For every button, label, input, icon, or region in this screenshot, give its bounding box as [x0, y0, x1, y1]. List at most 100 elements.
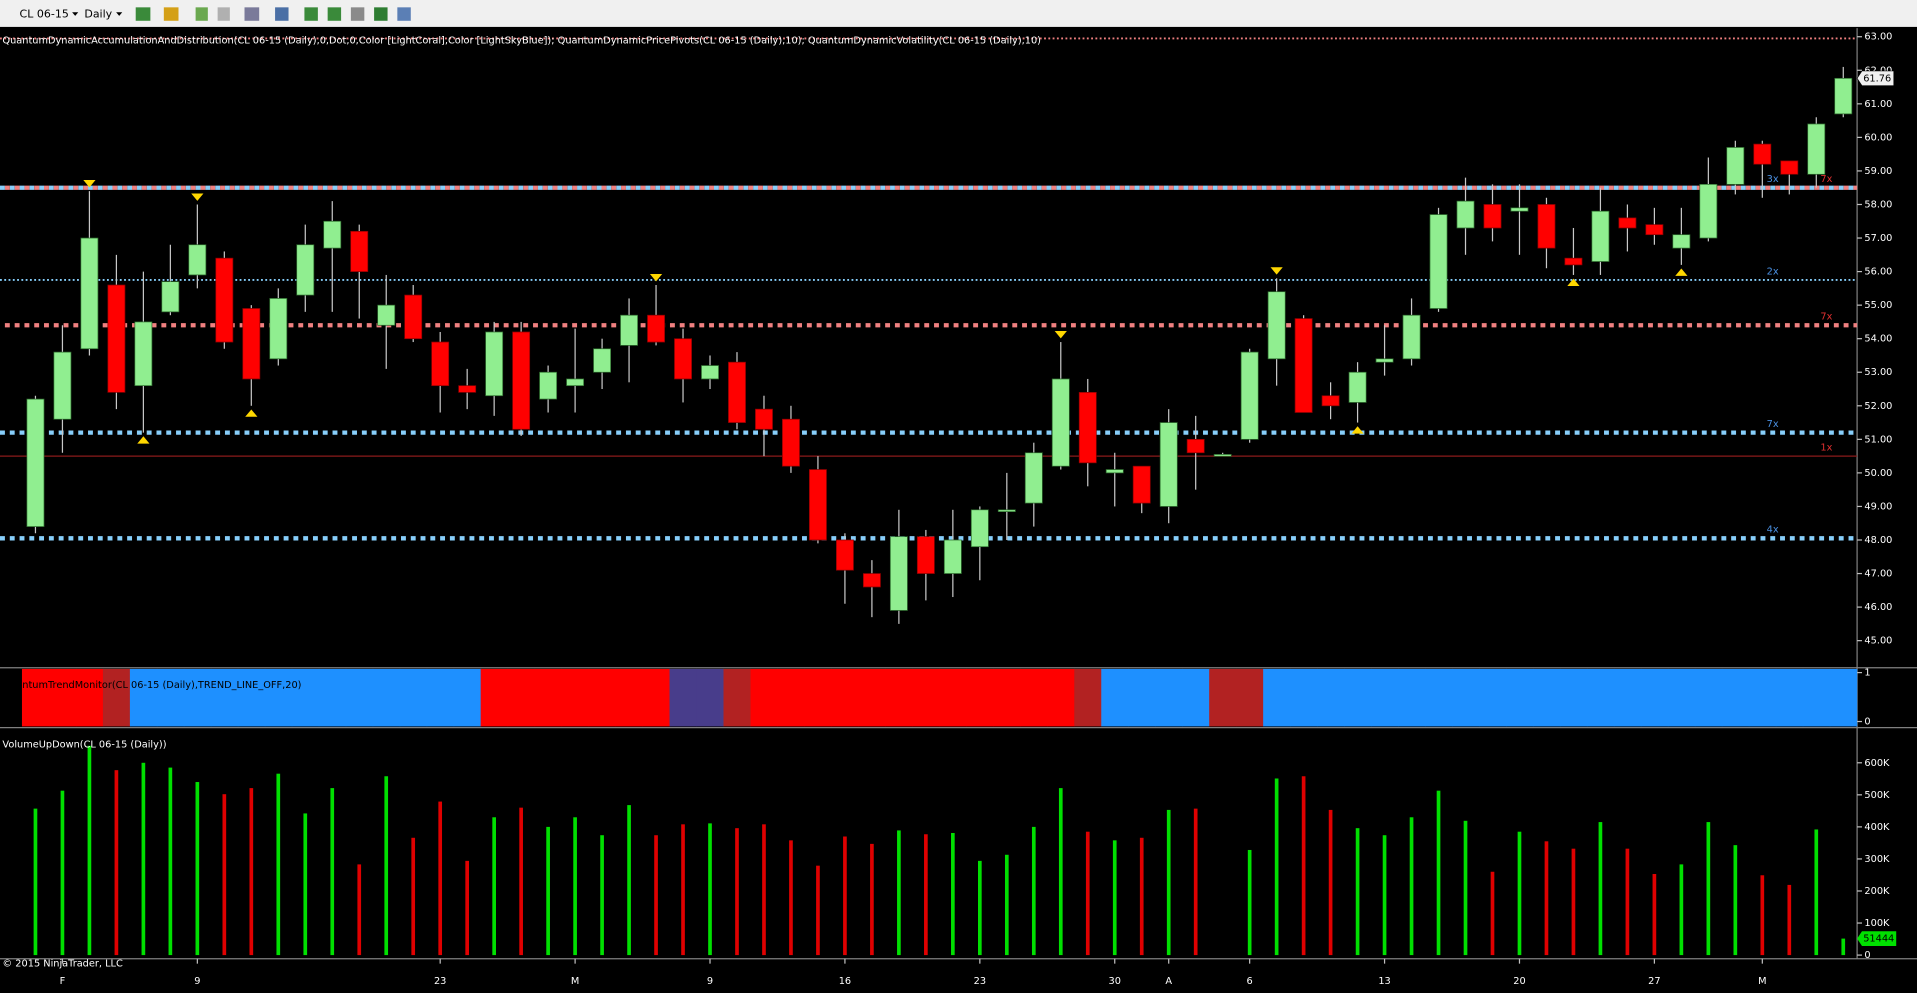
- trend-cell: [1182, 668, 1210, 727]
- volume-bar: [141, 762, 146, 956]
- trend-cell: [345, 668, 374, 727]
- volume-bar: [1112, 840, 1117, 956]
- trend-cell: [1829, 668, 1858, 727]
- pivot-low-marker: [245, 409, 258, 417]
- candle-body: [1402, 314, 1421, 360]
- trend-cell: [102, 668, 131, 727]
- data-box-button[interactable]: [275, 7, 289, 21]
- candle-body: [1510, 207, 1529, 212]
- lines-button[interactable]: [350, 7, 365, 21]
- trend-cell: [1236, 668, 1264, 727]
- symbol-selector[interactable]: CL 06-15: [20, 8, 69, 21]
- volume-bar: [708, 823, 712, 956]
- y-tick-label: 100K: [1864, 918, 1890, 929]
- chart-style-button[interactable]: [135, 7, 151, 21]
- candle-body: [1780, 160, 1799, 175]
- volume-bar: [492, 817, 496, 956]
- x-tick-label: 13: [1378, 976, 1390, 987]
- trend-cell: [1101, 668, 1129, 727]
- cursor-button[interactable]: [244, 7, 260, 21]
- x-tick-label: 16: [839, 976, 851, 987]
- interval-selector[interactable]: Daily: [84, 8, 112, 21]
- volume-bar: [654, 835, 658, 956]
- indicators-button[interactable]: [304, 7, 318, 21]
- candle-body: [1321, 395, 1340, 407]
- volume-bar: [438, 801, 443, 956]
- trend-cell: [1020, 668, 1048, 727]
- volume-bar: [114, 770, 119, 956]
- drawing-tool-button[interactable]: [163, 7, 179, 21]
- dollar-button[interactable]: [374, 7, 388, 21]
- trend-cell: [615, 668, 644, 727]
- candle-body: [296, 244, 315, 296]
- zoom-button[interactable]: [195, 7, 208, 21]
- candle-body: [1456, 200, 1475, 229]
- volume-bar: [546, 826, 550, 956]
- candle-body: [404, 294, 423, 340]
- dropdown-arrow[interactable]: [116, 12, 123, 16]
- volume-bar: [1247, 849, 1252, 956]
- volume-bar: [519, 807, 523, 956]
- candle-body: [1564, 257, 1583, 266]
- trend-cell: [237, 668, 266, 727]
- copyright: © 2015 NinjaTrader, LLC: [2, 959, 123, 970]
- volume-bar: [1193, 808, 1198, 956]
- x-tick-label: F: [60, 976, 66, 987]
- volume-bar: [1598, 822, 1603, 956]
- pivot-low-marker: [1567, 278, 1580, 286]
- trend-cell: [1640, 668, 1669, 727]
- volume-bar: [195, 782, 200, 956]
- volume-bar: [924, 834, 928, 956]
- properties-button[interactable]: [397, 7, 411, 21]
- pivot-high-marker: [1270, 267, 1283, 275]
- trend-cell: [291, 668, 320, 727]
- candle-body: [1672, 234, 1691, 249]
- candle-body: [458, 385, 477, 393]
- y-tick-label: 52.00: [1864, 401, 1892, 412]
- trend-cell: [318, 668, 347, 727]
- strategies-button[interactable]: [327, 7, 342, 21]
- candle-body: [1726, 147, 1745, 185]
- x-tick-label: 6: [1247, 976, 1253, 987]
- volume-bar: [1085, 831, 1090, 956]
- y-tick-label: 58.00: [1864, 199, 1892, 210]
- volume-bar: [87, 745, 92, 956]
- trend-cell: [1074, 668, 1102, 727]
- volume-bar: [897, 830, 901, 956]
- y-tick-label: 200K: [1864, 886, 1890, 897]
- candle-body: [1537, 204, 1556, 249]
- trend-cell: [372, 668, 401, 727]
- x-tick-label: 9: [707, 976, 713, 987]
- volume-bar: [1706, 822, 1711, 956]
- level-label: 7x: [1820, 312, 1832, 323]
- candle-body: [350, 230, 369, 272]
- candle-body: [1591, 210, 1610, 262]
- volume-bar: [1058, 788, 1063, 956]
- candle-body: [1132, 465, 1151, 504]
- y-tick-label: 60.00: [1864, 132, 1892, 143]
- trend-cell: [1317, 668, 1345, 727]
- candle-body: [1240, 351, 1259, 440]
- candle-body: [701, 365, 719, 380]
- volume-bar: [1841, 938, 1846, 956]
- dropdown-arrow[interactable]: [72, 12, 79, 16]
- trend-cell: [1155, 668, 1183, 727]
- candle-body: [1645, 224, 1664, 236]
- y-tick-label: 50.00: [1864, 468, 1892, 479]
- y-tick-label: 48.00: [1864, 535, 1892, 546]
- x-tick-label: 20: [1513, 976, 1525, 987]
- pivot-high-marker: [83, 180, 96, 188]
- candle-body: [377, 304, 396, 326]
- candle-body: [647, 314, 665, 343]
- trend-cell: [939, 668, 967, 727]
- candle-body: [80, 237, 99, 350]
- y-tick-label: 1: [1864, 668, 1870, 679]
- volume-bar: [1571, 848, 1576, 956]
- candle-body: [512, 331, 531, 430]
- trend-cell: [48, 668, 77, 727]
- zoom-out-button[interactable]: [217, 7, 230, 21]
- level-label: 7x: [1820, 174, 1832, 185]
- candle-body: [1483, 204, 1502, 229]
